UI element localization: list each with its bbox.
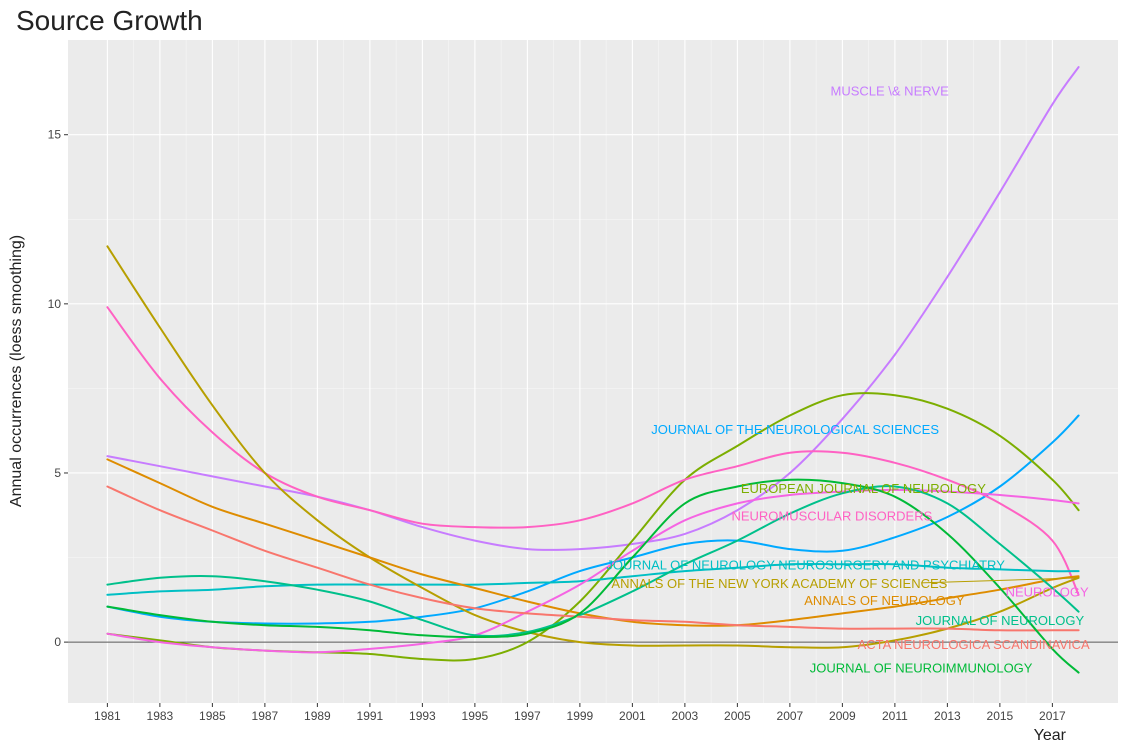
y-tick-label: 10 <box>48 297 62 311</box>
series-label: EUROPEAN JOURNAL OF NEUROLOGY <box>741 481 986 496</box>
label-leader-line <box>921 577 1079 584</box>
x-tick-label: 2001 <box>619 709 646 723</box>
y-axis-label: Annual occurrences (loess smoothing) <box>8 235 25 507</box>
series-line <box>106 488 1080 654</box>
x-tick-label: 1997 <box>514 709 541 723</box>
plot-panel <box>68 40 1118 703</box>
x-tick-label: 1981 <box>94 709 121 723</box>
x-tick-label: 1983 <box>147 709 174 723</box>
y-axis-ticks: 0 5 10 15 <box>48 128 68 649</box>
series-lines <box>106 66 1080 674</box>
y-tick-label: 0 <box>54 635 61 649</box>
series-line <box>106 485 1080 632</box>
series-label: ANNALS OF THE NEW YORK ACADEMY OF SCIENC… <box>611 576 947 591</box>
series-line <box>106 478 1080 674</box>
x-tick-label: 2003 <box>672 709 699 723</box>
x-tick-label: 1985 <box>199 709 226 723</box>
x-axis-ticks: 1981 1983 1985 1987 1989 1991 1993 1995 1997 1999… <box>94 703 1066 723</box>
x-tick-label: 1989 <box>304 709 331 723</box>
series-line <box>106 485 1080 638</box>
x-tick-label: 2015 <box>987 709 1014 723</box>
x-tick-label: 2005 <box>724 709 751 723</box>
y-tick-label: 5 <box>54 466 61 480</box>
x-axis-label: Year <box>1034 727 1067 744</box>
x-tick-label: 1995 <box>462 709 489 723</box>
series-label: JOURNAL OF NEUROLOGY NEUROSURGERY AND PS… <box>606 557 1005 572</box>
series-line <box>106 563 1080 596</box>
x-tick-label: 2007 <box>777 709 804 723</box>
x-tick-label: 1987 <box>252 709 279 723</box>
x-tick-label: 2017 <box>1039 709 1066 723</box>
x-tick-label: 2013 <box>934 709 961 723</box>
series-label: ANNALS OF NEUROLOGY <box>804 593 965 608</box>
series-label: NEUROLOGY <box>1006 584 1089 599</box>
x-tick-label: 1993 <box>409 709 436 723</box>
minor-gridlines <box>68 40 1118 703</box>
label-leader-lines <box>921 577 1079 584</box>
series-line <box>106 414 1080 625</box>
x-tick-label: 2011 <box>882 709 908 723</box>
y-tick-label: 15 <box>48 128 62 142</box>
series-label: JOURNAL OF NEUROLOGY <box>916 613 1085 628</box>
chart-title: Source Growth <box>16 5 203 36</box>
x-tick-label: 1999 <box>567 709 594 723</box>
series-line <box>106 245 1080 649</box>
x-tick-label: 1991 <box>357 709 384 723</box>
series-label: MUSCLE \& NERVE <box>831 84 950 99</box>
series-label: JOURNAL OF THE NEUROLOGICAL SCIENCES <box>651 422 939 437</box>
series-label: NEUROMUSCULAR DISORDERS <box>731 508 932 523</box>
x-tick-label: 2009 <box>829 709 856 723</box>
series-label: JOURNAL OF NEUROIMMUNOLOGY <box>810 660 1033 675</box>
series-label: ACTA NEUROLOGICA SCANDINAVICA <box>858 637 1090 652</box>
series-labels: MUSCLE \& NERVE JOURNAL OF THE NEUROLOGIC… <box>606 84 1090 676</box>
